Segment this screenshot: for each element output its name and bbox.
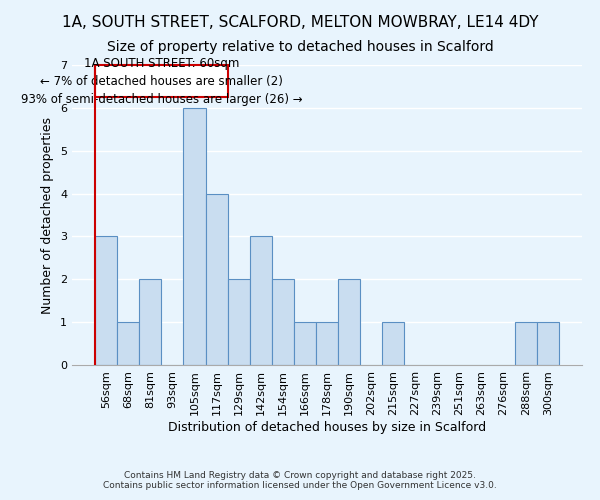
Text: Size of property relative to detached houses in Scalford: Size of property relative to detached ho… xyxy=(107,40,493,54)
Bar xyxy=(117,322,139,365)
Bar xyxy=(272,280,294,365)
FancyBboxPatch shape xyxy=(95,65,227,97)
Bar xyxy=(537,322,559,365)
Bar xyxy=(515,322,537,365)
Text: 1A, SOUTH STREET, SCALFORD, MELTON MOWBRAY, LE14 4DY: 1A, SOUTH STREET, SCALFORD, MELTON MOWBR… xyxy=(62,15,538,30)
Bar xyxy=(227,280,250,365)
Bar xyxy=(294,322,316,365)
Text: Contains HM Land Registry data © Crown copyright and database right 2025.
Contai: Contains HM Land Registry data © Crown c… xyxy=(103,470,497,490)
Y-axis label: Number of detached properties: Number of detached properties xyxy=(41,116,55,314)
Bar xyxy=(139,280,161,365)
Text: 1A SOUTH STREET: 60sqm
← 7% of detached houses are smaller (2)
93% of semi-detac: 1A SOUTH STREET: 60sqm ← 7% of detached … xyxy=(20,56,302,106)
Bar xyxy=(250,236,272,365)
X-axis label: Distribution of detached houses by size in Scalford: Distribution of detached houses by size … xyxy=(168,420,486,434)
Bar xyxy=(316,322,338,365)
Bar xyxy=(184,108,206,365)
Bar xyxy=(95,236,117,365)
Bar xyxy=(338,280,360,365)
Bar xyxy=(382,322,404,365)
Bar xyxy=(206,194,227,365)
